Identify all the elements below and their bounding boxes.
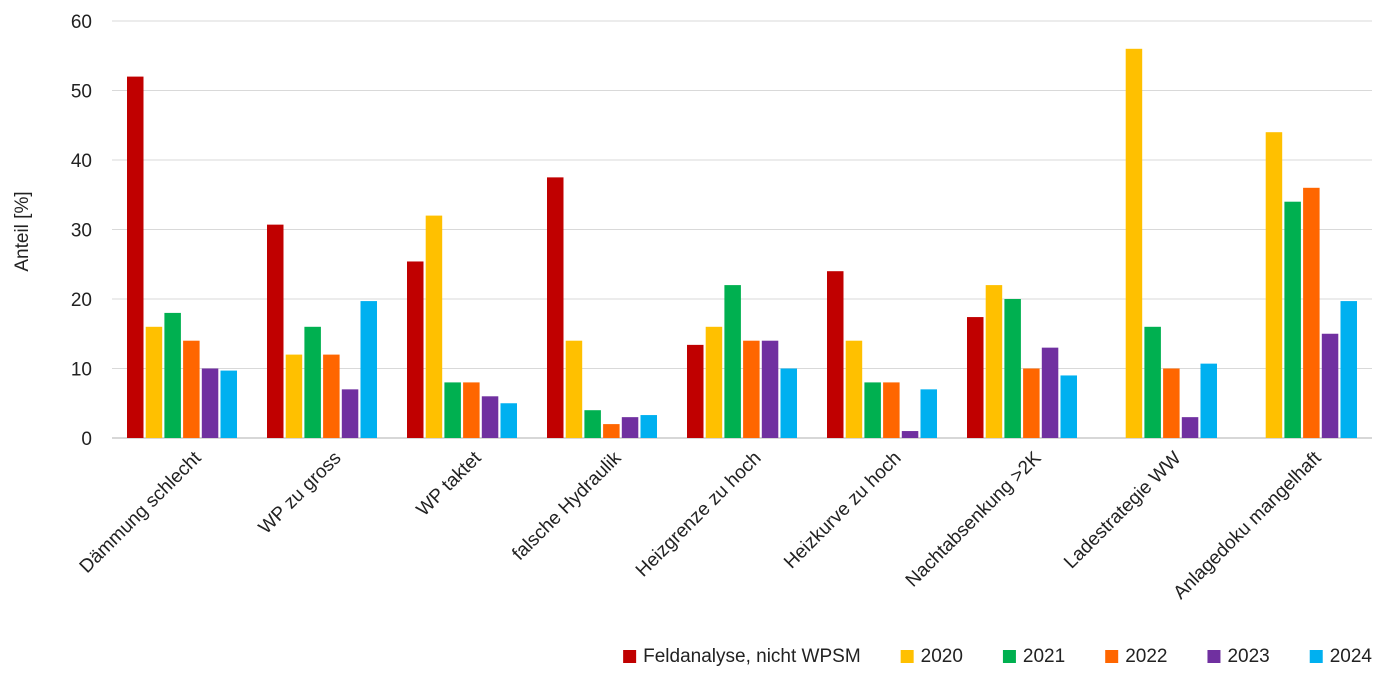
bar (761, 340, 779, 438)
x-category-label: WP taktet (413, 447, 486, 520)
y-tick-label: 30 (71, 221, 92, 242)
bar (164, 312, 181, 438)
legend-label: 2024 (1330, 646, 1373, 667)
x-category-label: Nachtabsenkung >2K (902, 447, 1046, 591)
bar (201, 368, 219, 438)
bar (845, 340, 863, 438)
bar (1060, 375, 1077, 438)
bar (444, 382, 461, 438)
legend-item: 2022 (1105, 646, 1167, 667)
bar (640, 415, 657, 438)
x-category-label: Ladestrategie WW (1060, 448, 1185, 573)
bar (687, 344, 704, 438)
y-tick-label: 0 (81, 429, 92, 450)
bar (360, 301, 377, 438)
bar (743, 340, 760, 438)
x-category-label: Heizgrenze zu hoch (632, 448, 766, 582)
bar (967, 317, 984, 438)
bar (304, 326, 321, 438)
x-category-label: falsche Hydraulik (508, 447, 626, 565)
bar (603, 424, 620, 438)
legend-item: Feldanalyse, nicht WPSM (623, 646, 861, 667)
bar (621, 417, 639, 438)
y-axis-label: Anteil [%] (12, 191, 33, 271)
bar (1041, 347, 1059, 438)
bar (985, 285, 1003, 438)
bar (183, 340, 200, 438)
bar (1321, 333, 1339, 438)
bar (1023, 368, 1040, 438)
bar (920, 389, 937, 438)
x-category-label: Dämmung schlecht (76, 447, 206, 577)
bar (705, 326, 723, 438)
y-tick-label: 10 (71, 360, 92, 381)
legend-label: 2023 (1227, 646, 1269, 667)
bar (864, 382, 881, 438)
bar (780, 368, 797, 438)
legend-item: 2020 (900, 646, 963, 667)
bar (565, 340, 583, 438)
bar (584, 410, 601, 438)
bar (1181, 417, 1199, 438)
legend-swatch (1105, 650, 1119, 663)
y-tick-label: 40 (71, 151, 92, 172)
legend-item: 2024 (1309, 646, 1373, 667)
y-tick-label: 60 (71, 12, 92, 33)
x-category-label: Heizkurve zu hoch (780, 448, 905, 573)
bar (341, 389, 359, 438)
legend-swatch (623, 650, 637, 663)
bar (220, 370, 237, 438)
bar (1144, 326, 1161, 438)
bar (425, 215, 443, 438)
legend-swatch (1309, 650, 1323, 663)
legend-label: 2020 (921, 646, 963, 667)
bar (127, 76, 144, 438)
bar (901, 431, 919, 438)
legend-label: 2021 (1023, 646, 1065, 667)
bar (724, 285, 741, 438)
bar (500, 403, 517, 438)
y-axis-ticks: 0 10 20 30 40 50 60 (71, 12, 92, 450)
legend-swatch (900, 650, 914, 663)
legend-label: 2022 (1125, 646, 1167, 667)
legend-item: 2021 (1002, 646, 1065, 667)
x-category-label: Anlagedoku mangelhaft (1170, 447, 1327, 604)
bar (827, 271, 844, 438)
bar (463, 382, 480, 438)
bars (127, 48, 1357, 439)
bar (1303, 187, 1320, 438)
bar (323, 354, 340, 438)
legend-swatch (1207, 650, 1221, 663)
bar (1340, 301, 1357, 438)
legend-item: 2023 (1207, 646, 1270, 667)
bar (145, 326, 163, 438)
legend-swatch (1002, 650, 1016, 663)
bar (407, 261, 424, 438)
legend-label: Feldanalyse, nicht WPSM (643, 646, 861, 667)
bar (1004, 299, 1021, 438)
y-tick-label: 50 (71, 82, 92, 103)
gridlines (112, 20, 1372, 439)
x-axis-categories: Dämmung schlecht WP zu gross WP taktet fals… (76, 447, 1326, 604)
bar (267, 224, 284, 438)
bar (1265, 132, 1283, 438)
bar (1200, 363, 1217, 438)
bar (1125, 48, 1143, 439)
legend: Feldanalyse, nicht WPSM 2020 2021 2022 2023 2… (623, 646, 1372, 667)
x-category-label: WP zu gross (255, 448, 346, 539)
bar (285, 354, 303, 438)
bar (1163, 368, 1180, 438)
bar (1284, 201, 1301, 438)
bar (481, 396, 499, 438)
y-tick-label: 20 (71, 290, 92, 311)
bar (547, 177, 564, 438)
bar (883, 382, 900, 438)
